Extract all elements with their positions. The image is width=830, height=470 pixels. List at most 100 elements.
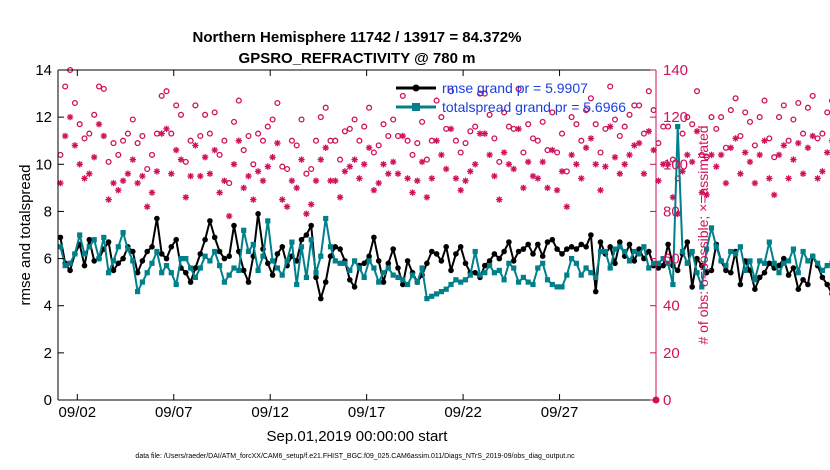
plot-area [58,70,656,400]
obs-possible-point [761,97,768,104]
obs-assimilated-point [607,123,614,130]
totalspread-point [544,277,551,283]
totalspread-point [708,225,715,231]
totalspread-point [294,281,300,288]
totalspread-point [376,279,382,285]
rmse-point [332,244,339,250]
obs-possible-point [303,170,310,177]
obs-possible-point [602,125,609,132]
obs-assimilated-point [578,175,585,182]
obs-possible-point [129,116,136,123]
totalspread-point [352,258,358,264]
obs-assimilated-point [182,194,190,201]
obs-possible-point [356,137,363,144]
obs-assimilated-point [771,191,778,199]
totalspread-point [679,248,686,255]
totalspread-point [270,258,276,264]
obs-possible-point [775,114,783,121]
x-tick-label: 09/27 [541,404,579,421]
totalspread-point [501,277,507,283]
totalspread-point [226,272,232,278]
totalspread-point [318,253,324,259]
totalspread-point [279,272,285,278]
rmse-point [496,255,503,262]
rmse-point [674,267,681,274]
obs-assimilated-point [558,168,566,175]
obs-possible-point [255,130,262,137]
obs-possible-point [168,130,175,137]
totalspread-point [675,124,681,130]
totalspread-point [57,244,63,250]
obs-assimilated-point [534,175,541,182]
obs-assimilated-point [761,137,768,144]
totalspread-point [573,260,579,266]
obs-possible-point [751,142,758,149]
obs-possible-point [148,151,156,158]
obs-assimilated-point [626,151,633,159]
obs-assimilated-point [351,156,358,163]
totalspread-point [771,260,777,266]
obs-assimilated-point [799,170,807,177]
rmse-point [144,248,150,255]
totalspread-point [506,260,512,266]
totalspread-point [655,260,661,266]
totalspread-point [347,267,353,273]
obs-possible-point [62,83,69,90]
rmse-point [703,269,710,276]
obs-assimilated-point [298,156,305,163]
rmse-point [318,295,324,302]
obs-possible-point [520,149,527,156]
obs-assimilated-point [172,146,180,154]
rmse-point [240,267,247,274]
totalspread-point [525,279,531,285]
rmse-point [520,246,527,252]
obs-assimilated-point [211,146,218,154]
totalspread-point [313,270,319,276]
totalspread-point [472,248,478,255]
totalspread-point [795,270,801,276]
totalspread-point [217,263,223,269]
rmse-point [453,251,459,257]
obs-assimilated-point [785,175,792,182]
rmse-point [269,272,276,278]
obs-possible-point [71,99,78,107]
rmse-point [361,260,368,267]
obs-possible-point [587,95,594,102]
rmse-point [578,241,585,248]
totalspread-point [626,258,633,264]
totalspread-point [713,244,719,250]
totalspread-point [636,251,642,257]
totalspread-point [462,277,469,283]
obs-assimilated-point [385,170,392,177]
obs-assimilated-point [525,158,532,166]
obs-assimilated-point [317,156,324,163]
obs-possible-point [144,165,151,173]
obs-possible-point [592,121,599,128]
obs-possible-point [332,137,339,144]
rmse-point [168,244,175,250]
rmse-point [211,234,218,241]
totalspread-point [530,281,536,288]
totalspread-point [790,246,796,252]
obs-assimilated-point [717,151,725,159]
obs-assimilated-point [81,175,88,182]
obs-possible-point [308,165,315,173]
rmse-point [781,255,787,262]
totalspread-point [154,248,160,255]
obs-assimilated-point [336,194,344,201]
obs-possible-point [568,114,575,121]
rmse-point [110,267,117,274]
totalspread-point [597,248,604,255]
rmse-point [57,234,64,241]
obs-possible-point [182,158,189,165]
rmse-point [337,246,343,252]
rmse-point [351,284,358,290]
totalspread-point [337,260,343,266]
y-tick-label: 0 [44,392,52,409]
totalspread-point [245,248,252,255]
obs-possible-point [814,135,821,142]
totalspread-point [241,227,247,233]
obs-assimilated-point [308,201,315,208]
obs-assimilated-point [346,163,353,170]
